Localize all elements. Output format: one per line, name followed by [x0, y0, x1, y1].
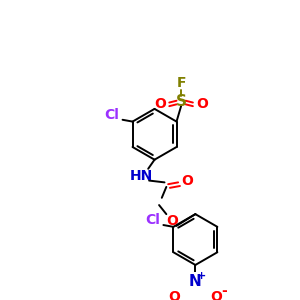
- Text: Cl: Cl: [104, 108, 119, 122]
- Text: +: +: [197, 271, 206, 281]
- Text: F: F: [176, 76, 186, 91]
- Text: HN: HN: [129, 169, 153, 183]
- Text: O: O: [181, 175, 193, 188]
- Text: O: O: [210, 290, 222, 300]
- Text: O: O: [196, 97, 208, 111]
- Text: O: O: [169, 290, 180, 300]
- Text: S: S: [176, 94, 187, 109]
- Text: O: O: [167, 214, 178, 228]
- Text: O: O: [154, 97, 166, 111]
- Text: -: -: [221, 284, 227, 298]
- Text: N: N: [189, 274, 202, 289]
- Text: Cl: Cl: [145, 214, 160, 227]
